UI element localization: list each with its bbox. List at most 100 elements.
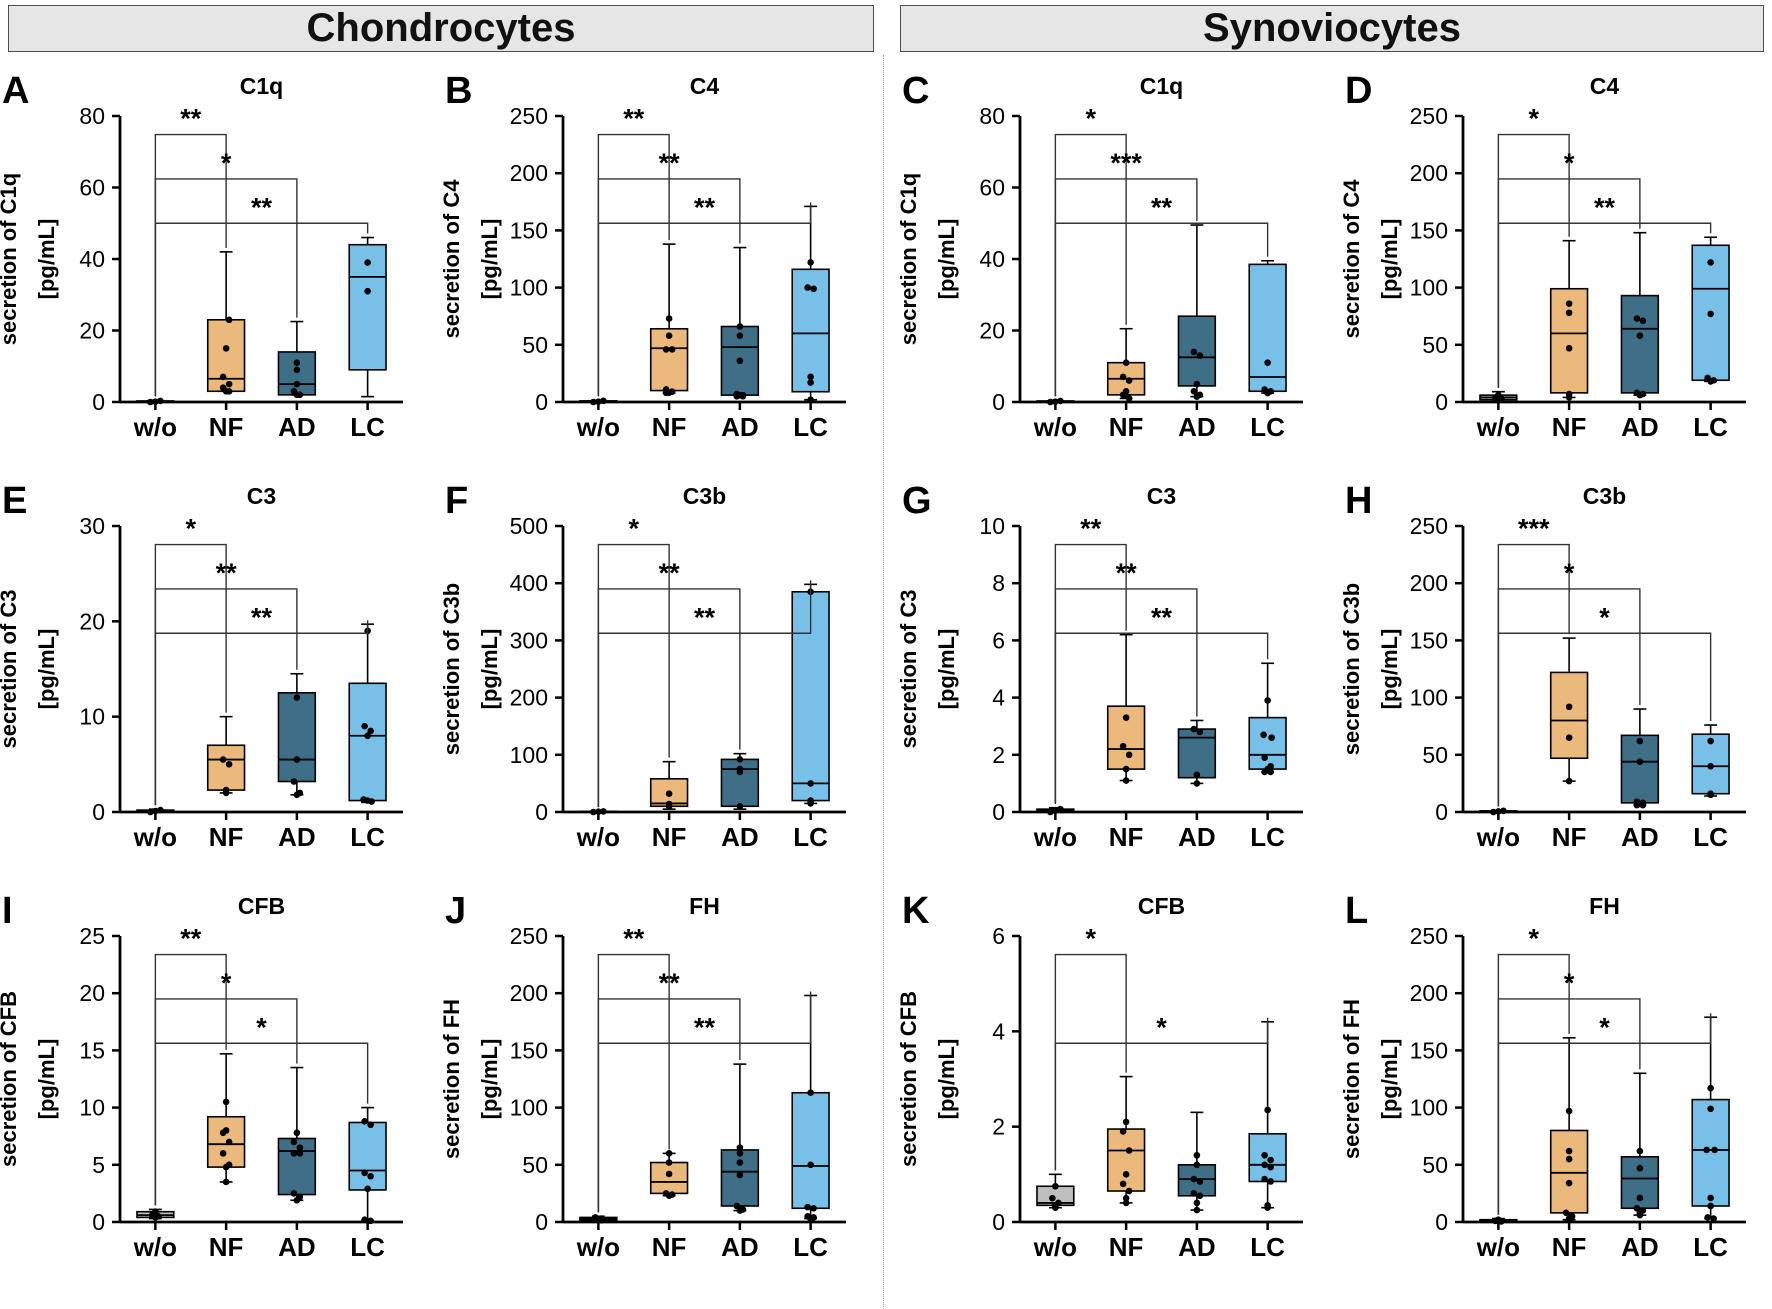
svg-text:LC: LC xyxy=(350,412,385,442)
svg-text:w/o: w/o xyxy=(576,412,620,442)
svg-text:secretion of C3b: secretion of C3b xyxy=(1343,583,1364,755)
svg-text:**: ** xyxy=(694,192,716,222)
svg-text:AD: AD xyxy=(721,822,759,852)
svg-text:secretion of C1q: secretion of C1q xyxy=(0,173,21,345)
svg-text:0: 0 xyxy=(1435,389,1448,415)
svg-text:w/o: w/o xyxy=(133,412,177,442)
svg-text:[pg/mL]: [pg/mL] xyxy=(477,219,502,300)
svg-text:100: 100 xyxy=(510,275,548,301)
svg-text:50: 50 xyxy=(1422,332,1448,358)
svg-text:**: ** xyxy=(251,602,273,632)
svg-text:100: 100 xyxy=(510,742,548,768)
svg-text:**: ** xyxy=(694,1012,716,1042)
svg-text:NF: NF xyxy=(209,412,244,442)
svg-text:[pg/mL]: [pg/mL] xyxy=(34,219,59,300)
svg-text:0: 0 xyxy=(992,389,1005,415)
svg-text:**: ** xyxy=(1116,558,1138,588)
svg-text:**: ** xyxy=(694,602,716,632)
svg-text:AD: AD xyxy=(1621,822,1659,852)
svg-text:NF: NF xyxy=(1552,1232,1587,1262)
svg-text:*: * xyxy=(185,514,196,544)
svg-text:w/o: w/o xyxy=(133,1232,177,1262)
svg-text:150: 150 xyxy=(1410,1037,1448,1063)
svg-text:0: 0 xyxy=(1435,799,1448,825)
svg-text:0: 0 xyxy=(992,799,1005,825)
svg-text:60: 60 xyxy=(979,175,1005,201)
svg-text:200: 200 xyxy=(510,980,548,1006)
svg-text:CFB: CFB xyxy=(238,893,285,919)
svg-text:secretion of FH: secretion of FH xyxy=(1343,999,1364,1159)
svg-text:secretion of C3: secretion of C3 xyxy=(0,590,21,749)
svg-text:500: 500 xyxy=(510,513,548,539)
svg-text:0: 0 xyxy=(535,1209,548,1235)
svg-text:C3b: C3b xyxy=(1583,483,1626,509)
svg-text:200: 200 xyxy=(1410,160,1448,186)
svg-text:50: 50 xyxy=(1422,742,1448,768)
svg-text:100: 100 xyxy=(1410,685,1448,711)
svg-text:LC: LC xyxy=(350,1232,385,1262)
svg-text:[pg/mL]: [pg/mL] xyxy=(477,629,502,710)
svg-text:*: * xyxy=(628,514,639,544)
svg-text:0: 0 xyxy=(535,799,548,825)
svg-text:*: * xyxy=(1156,1012,1167,1042)
svg-text:4: 4 xyxy=(992,685,1005,711)
svg-text:LC: LC xyxy=(350,822,385,852)
svg-text:150: 150 xyxy=(510,217,548,243)
svg-text:10: 10 xyxy=(79,704,105,730)
svg-text:0: 0 xyxy=(1435,1209,1448,1235)
svg-text:20: 20 xyxy=(79,318,105,344)
svg-text:0: 0 xyxy=(992,1209,1005,1235)
svg-text:15: 15 xyxy=(79,1037,105,1063)
svg-text:*: * xyxy=(1085,924,1096,954)
svg-text:C3b: C3b xyxy=(683,483,726,509)
svg-text:*: * xyxy=(1599,1012,1610,1042)
svg-text:w/o: w/o xyxy=(133,822,177,852)
svg-text:w/o: w/o xyxy=(1476,1232,1520,1262)
svg-text:*: * xyxy=(1528,104,1539,134)
svg-text:w/o: w/o xyxy=(1033,822,1077,852)
svg-text:100: 100 xyxy=(1410,275,1448,301)
svg-text:*: * xyxy=(1564,148,1575,178)
svg-text:LC: LC xyxy=(1693,1232,1728,1262)
svg-text:LC: LC xyxy=(1693,412,1728,442)
svg-text:200: 200 xyxy=(510,685,548,711)
svg-text:w/o: w/o xyxy=(1476,412,1520,442)
svg-text:FH: FH xyxy=(1589,893,1620,919)
svg-text:150: 150 xyxy=(510,1037,548,1063)
svg-text:C4: C4 xyxy=(1590,73,1620,99)
svg-text:40: 40 xyxy=(79,246,105,272)
svg-text:**: ** xyxy=(1080,514,1102,544)
svg-text:[pg/mL]: [pg/mL] xyxy=(34,629,59,710)
svg-text:0: 0 xyxy=(92,799,105,825)
svg-text:150: 150 xyxy=(1410,627,1448,653)
svg-text:[pg/mL]: [pg/mL] xyxy=(477,1039,502,1120)
svg-text:250: 250 xyxy=(510,103,548,129)
svg-text:*: * xyxy=(1528,924,1539,954)
svg-text:50: 50 xyxy=(522,1152,548,1178)
svg-text:8: 8 xyxy=(992,570,1005,596)
svg-text:NF: NF xyxy=(652,412,687,442)
svg-text:w/o: w/o xyxy=(1033,412,1077,442)
svg-text:LC: LC xyxy=(793,412,828,442)
svg-text:10: 10 xyxy=(79,1095,105,1121)
svg-text:80: 80 xyxy=(79,103,105,129)
svg-text:NF: NF xyxy=(1109,1232,1144,1262)
svg-text:60: 60 xyxy=(79,175,105,201)
svg-text:LC: LC xyxy=(793,1232,828,1262)
svg-text:LC: LC xyxy=(1693,822,1728,852)
svg-text:20: 20 xyxy=(79,980,105,1006)
svg-text:NF: NF xyxy=(652,822,687,852)
svg-text:secretion of FH: secretion of FH xyxy=(443,999,464,1159)
svg-text:**: ** xyxy=(216,558,238,588)
svg-text:0: 0 xyxy=(92,1209,105,1235)
svg-text:10: 10 xyxy=(979,513,1005,539)
svg-text:NF: NF xyxy=(652,1232,687,1262)
svg-text:**: ** xyxy=(623,924,645,954)
svg-text:**: ** xyxy=(1151,192,1173,222)
svg-text:[pg/mL]: [pg/mL] xyxy=(1377,1039,1402,1120)
svg-text:NF: NF xyxy=(1109,412,1144,442)
svg-text:4: 4 xyxy=(992,1018,1005,1044)
svg-text:**: ** xyxy=(659,148,681,178)
svg-text:NF: NF xyxy=(1109,822,1144,852)
svg-text:secretion of C4: secretion of C4 xyxy=(1343,179,1364,339)
